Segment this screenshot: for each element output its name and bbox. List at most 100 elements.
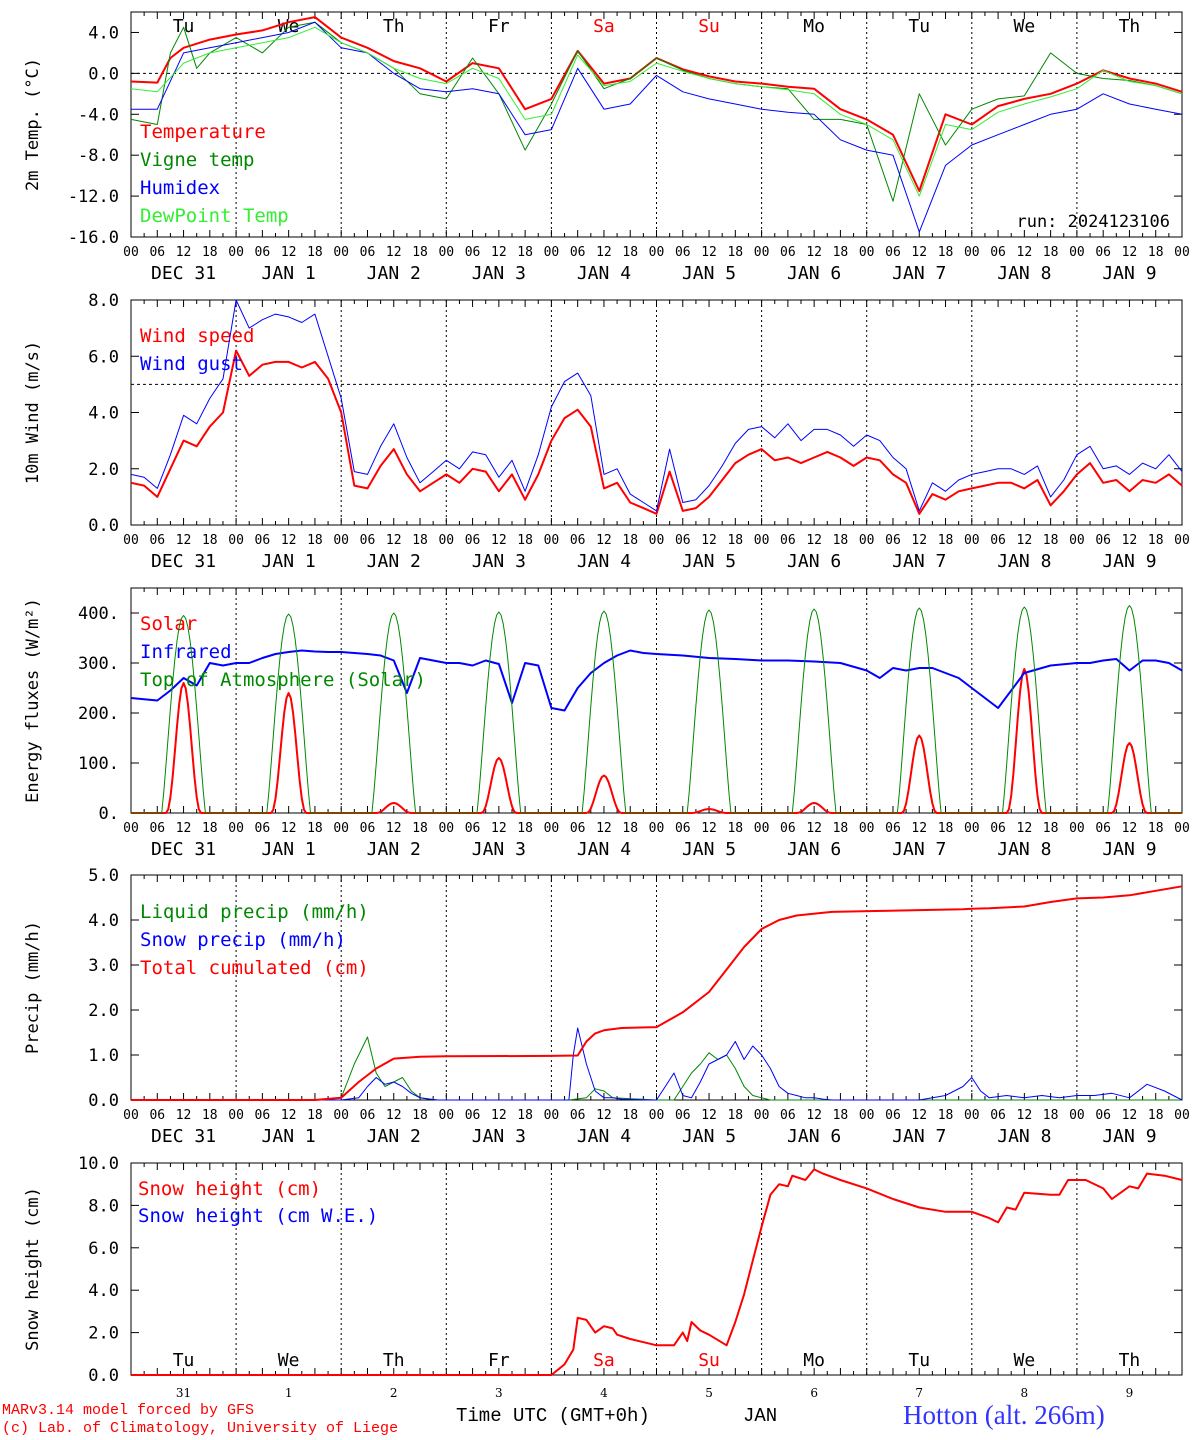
hour-tick-label: 06 — [885, 245, 901, 260]
date-axis-label: DEC 31 — [151, 839, 216, 860]
y-axis-title: 10m Wind (m/s) — [23, 341, 43, 484]
hour-tick-label: 00 — [754, 245, 770, 260]
series-line-wind-speed — [130, 349, 1183, 515]
legend-entry: Humidex — [140, 177, 220, 199]
hour-tick-label: 18 — [727, 533, 743, 548]
hour-tick-label: 12 — [596, 1108, 612, 1123]
hour-tick-label: 12 — [1122, 533, 1138, 548]
legend-entry: Temperature — [140, 121, 266, 143]
model-credit: MARv3.14 model forced by GFS — [2, 1402, 255, 1419]
hour-tick-label: 12 — [1122, 821, 1138, 836]
hour-tick-label: 00 — [123, 533, 139, 548]
hour-tick-label: 18 — [622, 1108, 638, 1123]
hour-tick-label: 12 — [596, 821, 612, 836]
hour-tick-label: 12 — [1017, 245, 1033, 260]
hour-tick-label: 18 — [1148, 1108, 1164, 1123]
hour-tick-label: 12 — [281, 821, 297, 836]
legend-entry: Infrared — [140, 641, 232, 663]
date-axis-label: DEC 31 — [151, 1126, 216, 1147]
date-label: 7 — [915, 1386, 923, 1400]
hour-tick-label: 00 — [1174, 245, 1190, 260]
y-tick-label: -8.0 — [78, 146, 119, 166]
hour-tick-label: 18 — [412, 821, 428, 836]
date-label: 8 — [1021, 1386, 1029, 1400]
hour-tick-label: 12 — [806, 533, 822, 548]
date-axis-label: JAN 1 — [262, 839, 316, 860]
hour-tick-label: 00 — [964, 1108, 980, 1123]
hour-tick-label: 18 — [517, 821, 533, 836]
date-axis-label: JAN 4 — [577, 839, 631, 860]
hour-tick-label: 06 — [990, 821, 1006, 836]
hour-tick-label: 18 — [833, 533, 849, 548]
hour-tick-label: 12 — [491, 821, 507, 836]
hour-tick-label: 18 — [412, 533, 428, 548]
hour-tick-label: 00 — [649, 1108, 665, 1123]
date-axis-label: JAN 8 — [997, 839, 1051, 860]
hour-tick-label: 18 — [412, 245, 428, 260]
day-label: We — [1014, 16, 1036, 37]
date-axis-label: JAN 3 — [472, 1126, 526, 1147]
day-label: Tu — [173, 16, 195, 37]
hour-tick-label: 12 — [596, 245, 612, 260]
hour-tick-label: 00 — [123, 1108, 139, 1123]
hour-tick-label: 00 — [438, 245, 454, 260]
hour-tick-label: 18 — [307, 1108, 323, 1123]
hour-tick-label: 00 — [649, 245, 665, 260]
date-axis-label: JAN 7 — [892, 263, 946, 284]
hour-tick-label: 12 — [491, 245, 507, 260]
hour-tick-label: 12 — [701, 821, 717, 836]
hour-tick-label: 06 — [570, 1108, 586, 1123]
hour-tick-label: 12 — [386, 821, 402, 836]
day-label: We — [1014, 1350, 1036, 1371]
series-line-infrared — [130, 649, 1183, 712]
date-axis-label: JAN 5 — [682, 263, 736, 284]
hour-tick-label: 00 — [544, 821, 560, 836]
hour-tick-label: 18 — [517, 533, 533, 548]
hour-tick-label: 18 — [938, 1108, 954, 1123]
hour-tick-label: 00 — [123, 245, 139, 260]
hour-tick-label: 06 — [255, 821, 271, 836]
hour-tick-label: 06 — [149, 245, 165, 260]
run-annotation: run: 2024123106 — [1016, 212, 1170, 232]
hour-tick-label: 00 — [754, 1108, 770, 1123]
legend-entry: Total cumulated (cm) — [140, 957, 369, 979]
hour-tick-label: 06 — [465, 533, 481, 548]
date-axis-label: JAN 2 — [367, 263, 421, 284]
date-label: 2 — [390, 1386, 398, 1400]
day-label: Tu — [908, 16, 930, 37]
y-tick-label: 400. — [78, 604, 119, 624]
hour-tick-label: 18 — [1043, 245, 1059, 260]
y-tick-label: 300. — [78, 654, 119, 674]
date-axis-label: JAN 8 — [997, 551, 1051, 572]
hour-tick-label: 00 — [1069, 245, 1085, 260]
hour-tick-label: 18 — [622, 533, 638, 548]
hour-tick-label: 18 — [833, 245, 849, 260]
date-axis-label: JAN 7 — [892, 839, 946, 860]
date-label: 6 — [810, 1386, 818, 1400]
hour-tick-label: 18 — [938, 821, 954, 836]
hour-tick-label: 18 — [1148, 821, 1164, 836]
y-tick-label: 0.0 — [88, 64, 119, 84]
hour-tick-label: 00 — [1069, 533, 1085, 548]
hour-tick-label: 18 — [202, 533, 218, 548]
date-axis-label: JAN 2 — [367, 839, 421, 860]
hour-tick-label: 18 — [938, 533, 954, 548]
day-label: Tu — [173, 1350, 195, 1371]
hour-tick-label: 00 — [1069, 1108, 1085, 1123]
hour-tick-label: 06 — [570, 245, 586, 260]
hour-tick-label: 12 — [176, 1108, 192, 1123]
time-axis-label: Time UTC (GMT+0h) — [456, 1405, 650, 1427]
series-line-dewpoint-temp — [130, 26, 1183, 197]
y-tick-label: 1.0 — [88, 1046, 119, 1066]
date-axis-label: JAN 3 — [472, 551, 526, 572]
panel-precip: 5.0 4.0 3.0 2.0 1.0 0.0 Precip (mm/h) 00 06 12 18 0… — [23, 866, 1190, 1147]
panel-temperature: 4.0 0.0 -4.0 -8.0 -12.0 -16.0 2m Temp. (°C) 00 0… — [23, 11, 1190, 284]
hour-tick-label: 12 — [176, 245, 192, 260]
legend-entry: Vigne temp — [140, 149, 254, 171]
hour-tick-label: 12 — [1017, 1108, 1033, 1123]
hour-tick-label: 06 — [465, 245, 481, 260]
hour-tick-label: 18 — [622, 821, 638, 836]
hour-tick-label: 12 — [281, 245, 297, 260]
hour-tick-label: 06 — [780, 533, 796, 548]
